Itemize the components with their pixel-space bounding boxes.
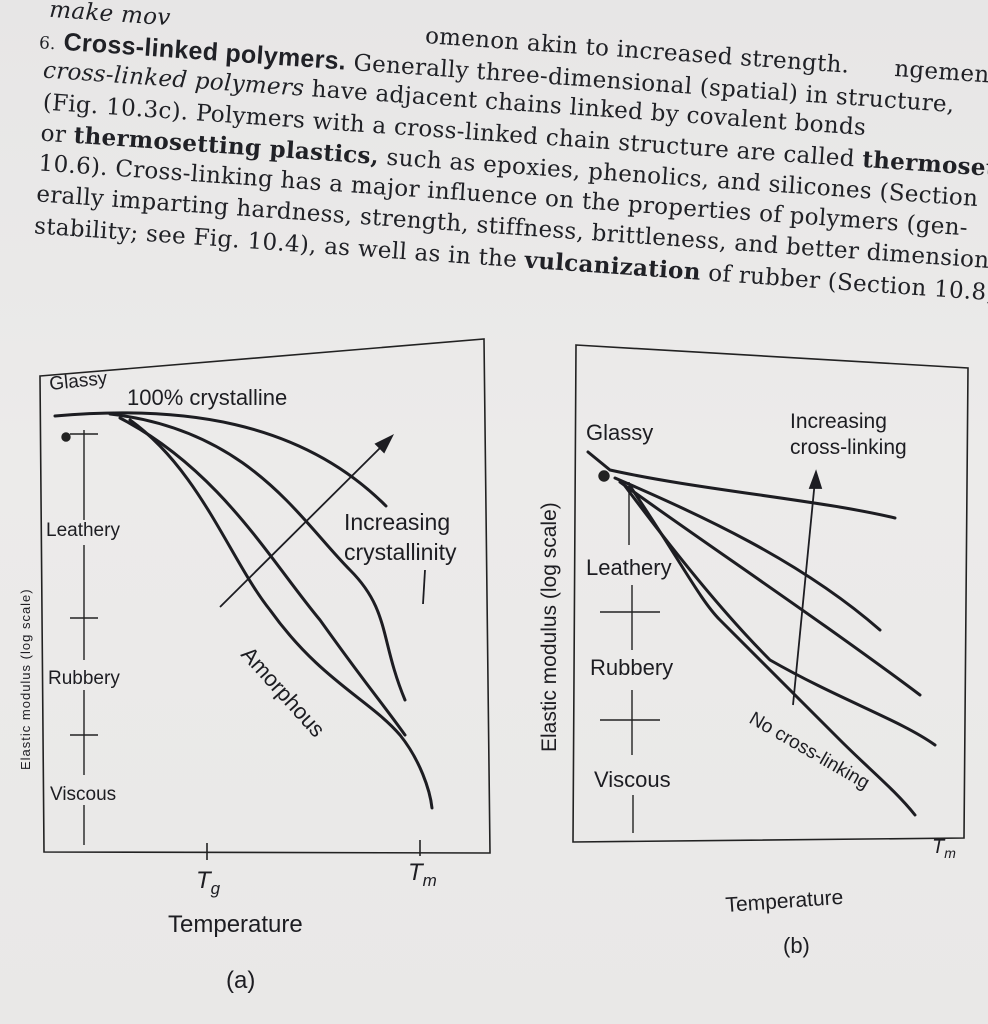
figure-a-tm-main: T bbox=[408, 859, 425, 886]
figure-a-crystallinity-arrow bbox=[219, 433, 426, 608]
figure-a-tg-label: Tg bbox=[196, 867, 221, 898]
figure-a-tg-sub: g bbox=[211, 879, 221, 898]
figure-b-tm-label: Tm bbox=[932, 836, 956, 861]
figure-a-ylabel: Elastic modulus (log scale) bbox=[18, 588, 33, 770]
figure-b-state-rubbery: Rubbery bbox=[590, 655, 673, 680]
figure-a-label-pointer bbox=[422, 569, 426, 605]
figure-a-frame bbox=[39, 338, 491, 854]
figure-b-tm-sub: m bbox=[944, 845, 956, 861]
figure-b-state-viscous: Viscous bbox=[594, 767, 671, 792]
figure-b-xlabel: Temperature bbox=[725, 886, 844, 917]
figure-a-start-dot bbox=[61, 432, 71, 442]
figure-b-curve-none bbox=[628, 484, 917, 817]
figure-b-start-dot bbox=[598, 470, 610, 482]
figure-a-tg-main: T bbox=[196, 867, 213, 894]
figure-a-caption: (a) bbox=[226, 967, 255, 994]
figure-a-state-viscous: Viscous bbox=[50, 784, 116, 805]
figure-b-curve-4 bbox=[623, 484, 937, 747]
figure-b-curves bbox=[586, 450, 937, 817]
figure-a-label-increasing: Increasing bbox=[344, 509, 450, 535]
figure-b-label-crosslinking: cross-linking bbox=[790, 436, 907, 459]
figure-a-xlabel: Temperature bbox=[168, 911, 303, 938]
figure-b-ylabel: Elastic modulus (log scale) bbox=[538, 502, 561, 752]
figure-b-label-none: No cross-linking bbox=[746, 708, 874, 794]
figure-a-tm-label: Tm bbox=[408, 859, 437, 890]
figure-b-curve-3 bbox=[618, 480, 922, 697]
figure-b-state-leathery: Leathery bbox=[586, 555, 672, 580]
figure-a-label-crystalline: 100% crystalline bbox=[127, 385, 287, 410]
figure-a-curve-2 bbox=[108, 412, 407, 702]
figure-a-curve-3 bbox=[118, 416, 407, 737]
figure-a-curve-amorphous bbox=[128, 418, 434, 810]
figure-b-caption: (b) bbox=[783, 933, 810, 958]
figure-b-tm-main: T bbox=[932, 836, 946, 858]
figure-b-curve-1 bbox=[586, 450, 897, 520]
figure-a-region-ticks bbox=[61, 430, 98, 845]
figure-a-label-crystallinity: crystallinity bbox=[344, 539, 457, 565]
figure-b-state-glassy: Glassy bbox=[586, 420, 653, 445]
figure-a-curve-crystalline bbox=[53, 411, 388, 508]
figure-b-curve-2 bbox=[613, 476, 882, 632]
figure-b-crosslinking-arrow bbox=[792, 469, 823, 706]
figure-b-label-increasing: Increasing bbox=[790, 410, 887, 433]
figure-a-state-rubbery: Rubbery bbox=[48, 668, 120, 689]
figure-a-tm-sub: m bbox=[423, 871, 437, 890]
figure-a-state-leathery: Leathery bbox=[46, 520, 120, 541]
figure-a-curves bbox=[53, 411, 434, 810]
figure-b-frame bbox=[572, 344, 969, 843]
